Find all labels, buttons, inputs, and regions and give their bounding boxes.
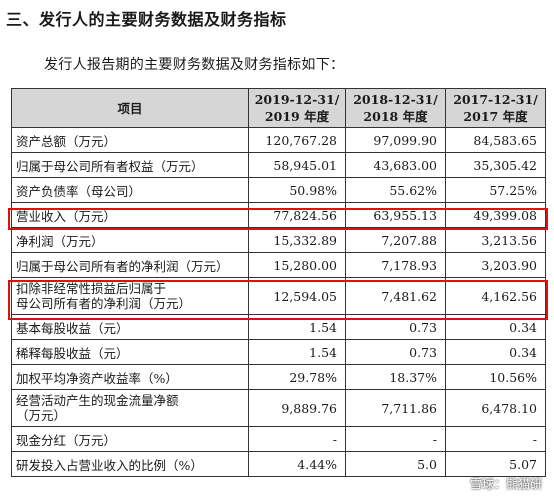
cell-2019: 4.44% <box>248 451 346 477</box>
cell-2019: 29.78% <box>248 364 346 390</box>
table-row: 稀释每股收益（元） 1.54 0.73 0.34 <box>11 339 546 365</box>
column-header-2018: 2018-12-31/2018 年度 <box>345 88 446 128</box>
cell-2017: 57.25% <box>445 177 546 203</box>
intro-text: 发行人报告期的主要财务数据及财务指标如下： <box>44 57 345 73</box>
table-row-adjusted-profit: 扣除非经常性损益后归属于 母公司所有者的净利润（万元） 12,594.05 7,4… <box>11 277 546 315</box>
table-row: 净利润（万元） 15,332.89 7,207.88 3,213.56 <box>11 227 546 253</box>
table-header-row: 项目 2019-12-31/2019 年度 2018-12-31/2018 年度… <box>11 88 546 128</box>
cell-2019: 58,945.01 <box>248 152 346 178</box>
cell-2018: 0.73 <box>345 314 446 340</box>
row-label: 加权平均净资产收益率（%） <box>11 364 249 390</box>
cell-2018: 7,207.88 <box>345 227 446 253</box>
cell-2018: 7,481.62 <box>345 277 446 315</box>
column-header-2017: 2017-12-31/2017 年度 <box>445 88 546 128</box>
financial-table: 项目 2019-12-31/2019 年度 2018-12-31/2018 年度… <box>11 88 546 477</box>
row-label: 现金分红（万元） <box>11 426 249 452</box>
cell-2017: 3,213.56 <box>445 227 546 253</box>
table-row: 研发投入占营业收入的比例（%） 4.44% 5.0 5.07 <box>11 451 546 477</box>
row-label: 归属于母公司所有者权益（万元） <box>11 152 249 178</box>
section-heading: 三、发行人的主要财务数据及财务指标 <box>6 10 287 29</box>
cell-2019: 50.98% <box>248 177 346 203</box>
cell-2018: - <box>345 426 446 452</box>
table-row: 现金分红（万元） - - - <box>11 426 546 452</box>
cell-2018: 18.37% <box>345 364 446 390</box>
table-row: 加权平均净资产收益率（%） 29.78% 18.37% 10.56% <box>11 364 546 390</box>
row-label: 营业收入（万元） <box>11 202 249 228</box>
row-label: 资产总额（万元） <box>11 127 249 153</box>
cell-2018: 55.62% <box>345 177 446 203</box>
cell-2017: 3,203.90 <box>445 252 546 278</box>
cell-2017: 84,583.65 <box>445 127 546 153</box>
cell-2017: 49,399.08 <box>445 202 546 228</box>
cell-2019: 1.54 <box>248 339 346 365</box>
cell-2019: 120,767.28 <box>248 127 346 153</box>
cell-2018: 7,711.86 <box>345 389 446 427</box>
cell-2019: - <box>248 426 346 452</box>
table-row: 资产负债率（母公司） 50.98% 55.62% 57.25% <box>11 177 546 203</box>
cell-2019: 15,280.00 <box>248 252 346 278</box>
cell-2018: 97,099.90 <box>345 127 446 153</box>
cell-2017: 35,305.42 <box>445 152 546 178</box>
cell-2018: 0.73 <box>345 339 446 365</box>
cell-2017: - <box>445 426 546 452</box>
row-label: 净利润（万元） <box>11 227 249 253</box>
column-header-item: 项目 <box>11 88 249 128</box>
cell-2019: 9,889.76 <box>248 389 346 427</box>
cell-2018: 43,683.00 <box>345 152 446 178</box>
cell-2018: 7,178.93 <box>345 252 446 278</box>
cell-2017: 4,162.56 <box>445 277 546 315</box>
cell-2018: 63,955.13 <box>345 202 446 228</box>
table-row: 归属于母公司所有者权益（万元） 58,945.01 43,683.00 35,3… <box>11 152 546 178</box>
cell-2019: 77,824.56 <box>248 202 346 228</box>
row-label: 稀释每股收益（元） <box>11 339 249 365</box>
cell-2019: 1.54 <box>248 314 346 340</box>
row-label: 研发投入占营业收入的比例（%） <box>11 451 249 477</box>
cell-2019: 15,332.89 <box>248 227 346 253</box>
table-row: 经营活动产生的现金流量净额 （万元） 9,889.76 7,711.86 6,47… <box>11 389 546 427</box>
table-row: 资产总额（万元） 120,767.28 97,099.90 84,583.65 <box>11 127 546 153</box>
cell-2017: 5.07 <box>445 451 546 477</box>
watermark: 雪球：熊猫研 <box>469 477 542 491</box>
row-label: 归属于母公司所有者的净利润（万元） <box>11 252 249 278</box>
row-label: 基本每股收益（元） <box>11 314 249 340</box>
column-header-2019: 2019-12-31/2019 年度 <box>248 88 346 128</box>
cell-2017: 6,478.10 <box>445 389 546 427</box>
row-label: 扣除非经常性损益后归属于 母公司所有者的净利润（万元） <box>11 277 249 315</box>
cell-2017: 0.34 <box>445 314 546 340</box>
row-label: 资产负债率（母公司） <box>11 177 249 203</box>
cell-2019: 12,594.05 <box>248 277 346 315</box>
cell-2017: 10.56% <box>445 364 546 390</box>
table-row: 归属于母公司所有者的净利润（万元） 15,280.00 7,178.93 3,2… <box>11 252 546 278</box>
table-row: 基本每股收益（元） 1.54 0.73 0.34 <box>11 314 546 340</box>
cell-2017: 0.34 <box>445 339 546 365</box>
table-row-revenue: 营业收入（万元） 77,824.56 63,955.13 49,399.08 <box>11 202 546 228</box>
row-label: 经营活动产生的现金流量净额 （万元） <box>11 389 249 427</box>
cell-2018: 5.0 <box>345 451 446 477</box>
